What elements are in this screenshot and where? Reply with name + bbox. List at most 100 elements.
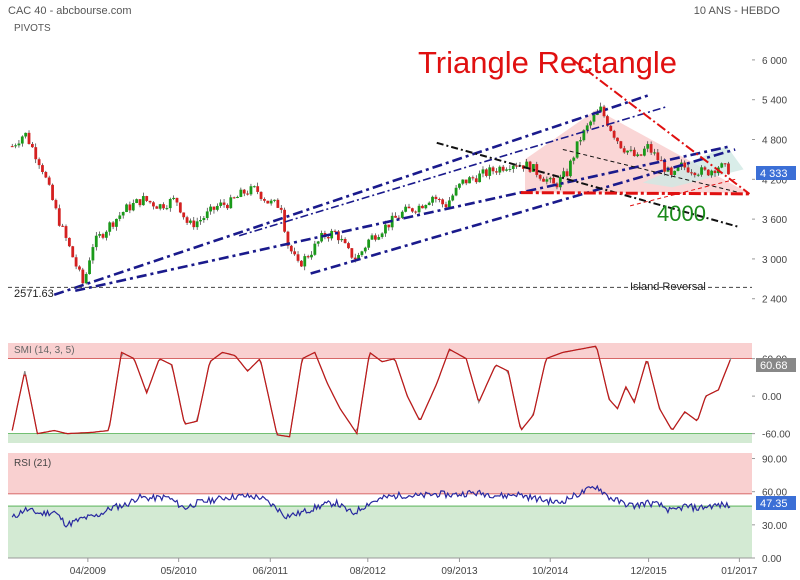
candle-body <box>646 144 650 149</box>
candle-body <box>606 116 609 126</box>
candle-body <box>246 193 249 195</box>
y-tick-label: 90.00 <box>762 455 787 466</box>
black-down-line <box>436 141 740 229</box>
x-tick-label: 09/2013 <box>441 566 478 577</box>
candle-body <box>417 205 421 213</box>
candle-body <box>182 212 186 218</box>
candle-body <box>51 184 54 201</box>
candle-body <box>525 161 529 169</box>
smi-oversold-zone <box>8 433 752 443</box>
candle-body <box>252 186 256 188</box>
x-tick-label: 12/2015 <box>631 566 668 577</box>
candle-body <box>232 197 236 199</box>
candle-body <box>152 202 155 207</box>
channel-upper-line <box>53 93 652 296</box>
candle-body <box>239 189 243 197</box>
candle-body <box>131 202 135 211</box>
x-tick-label: 04/2009 <box>70 566 107 577</box>
candle-body <box>20 136 24 144</box>
candle-body <box>141 196 145 206</box>
candle-body <box>370 235 374 240</box>
candle-body <box>189 220 192 223</box>
candle-body <box>34 147 38 160</box>
candle-body <box>316 241 320 244</box>
candle-body <box>532 164 535 172</box>
candle-body <box>64 226 68 238</box>
candle-body <box>582 130 586 141</box>
candle-body <box>104 231 108 238</box>
candle-body <box>572 157 576 161</box>
candle-body <box>283 209 286 232</box>
candle-body <box>128 204 132 211</box>
rsi-line <box>11 484 731 528</box>
candle-body <box>236 196 239 199</box>
candle-body <box>259 191 263 199</box>
smi-line <box>11 345 731 438</box>
candle-body <box>326 237 330 239</box>
candle-body <box>363 247 367 252</box>
header-left-title: CAC 40 - abcbourse.com <box>8 5 132 17</box>
inner-triangle-fill <box>642 146 744 188</box>
candle-body <box>545 179 549 182</box>
candle-body <box>148 200 152 203</box>
candle-body <box>229 197 233 209</box>
candle-body <box>693 172 697 176</box>
candle-body <box>350 248 354 258</box>
candle-body <box>47 177 51 185</box>
candle-body <box>172 197 176 200</box>
candle-body <box>639 154 643 156</box>
y-tick-label: 3 000 <box>762 255 787 266</box>
candle-body <box>427 202 431 205</box>
candle-body <box>619 141 623 149</box>
candle-body <box>612 130 616 138</box>
candle-body <box>353 257 357 260</box>
candle-body <box>464 179 468 184</box>
candle-body <box>30 143 34 148</box>
candle-body <box>44 172 48 178</box>
candle-body <box>451 195 455 201</box>
candle-body <box>84 274 88 284</box>
candle-body <box>178 202 182 213</box>
candle-body <box>555 183 559 188</box>
x-tick-label: 08/2012 <box>350 566 387 577</box>
triangle-upper-line <box>570 57 751 195</box>
candle-body <box>700 167 703 175</box>
candle-body <box>111 222 115 227</box>
candle-body <box>511 165 515 169</box>
candle-body <box>88 260 91 275</box>
candle-body <box>296 254 300 261</box>
x-tick-label: 05/2010 <box>161 566 198 577</box>
x-tick-label: 10/2014 <box>532 566 569 577</box>
candle-body <box>515 165 519 167</box>
candle-body <box>41 165 44 173</box>
candle-body <box>377 236 381 240</box>
candle-body <box>219 202 223 206</box>
candle-body <box>202 218 206 221</box>
candle-body <box>447 200 451 208</box>
candle-body <box>592 114 596 122</box>
candle-body <box>542 178 545 182</box>
candle-body <box>458 183 461 188</box>
candle-body <box>686 167 690 173</box>
candle-body <box>468 177 471 184</box>
candle-body <box>649 144 653 153</box>
candle-body <box>357 255 360 260</box>
candle-body <box>720 163 724 168</box>
candle-body <box>286 231 290 246</box>
candle-body <box>273 199 276 201</box>
smi-badge-text: 60.68 <box>760 360 788 372</box>
target-label: 4000 <box>657 201 706 226</box>
candle-body <box>269 200 273 204</box>
header-left-sub: PIVOTS <box>14 23 51 34</box>
candle-body <box>488 167 492 176</box>
candle-body <box>121 211 125 216</box>
candle-body <box>414 211 418 213</box>
candle-body <box>347 243 350 249</box>
channel-lower-line-a <box>74 144 732 293</box>
x-tick-label: 01/2017 <box>721 566 758 577</box>
candle-body <box>703 167 707 170</box>
candle-body <box>723 163 727 165</box>
candle-body <box>205 211 209 219</box>
candle-body <box>589 121 592 126</box>
candle-body <box>306 256 310 258</box>
